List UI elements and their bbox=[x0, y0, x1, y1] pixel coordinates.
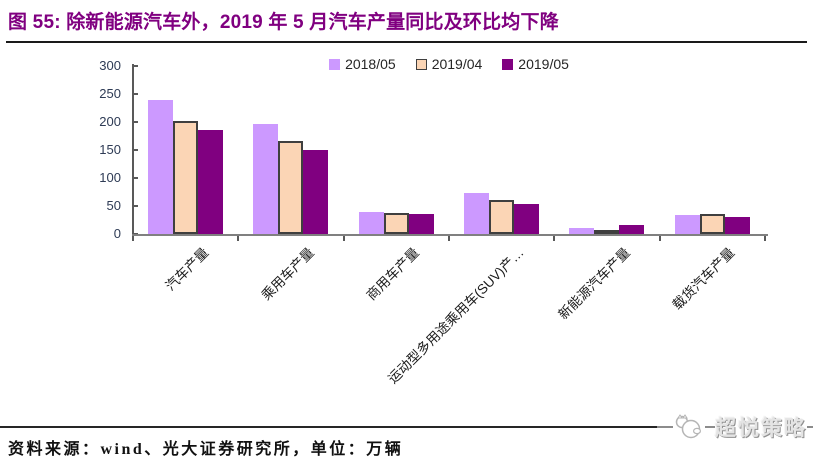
legend-item-2019-04: 2019/04 bbox=[415, 56, 483, 72]
legend-marker bbox=[329, 58, 341, 70]
legend-label: 2019/04 bbox=[431, 56, 483, 72]
bar-2019-05-cat0 bbox=[198, 129, 223, 234]
y-axis-tick bbox=[133, 149, 138, 151]
bar-2018-05-cat4 bbox=[569, 227, 595, 234]
y-axis-tick bbox=[133, 121, 138, 123]
legend-marker bbox=[502, 58, 514, 70]
bar-2018-05-cat0 bbox=[148, 99, 173, 234]
bar-2019-04-cat0 bbox=[173, 120, 198, 234]
y-axis-tick bbox=[133, 93, 138, 95]
bar-2019-05-cat3 bbox=[514, 203, 539, 234]
bar-2018-05-cat5 bbox=[674, 214, 700, 234]
y-axis-tick-label: 300 bbox=[99, 58, 121, 73]
x-axis-tick bbox=[764, 236, 766, 241]
legend-item-2019-05: 2019/05 bbox=[502, 56, 569, 72]
x-axis-tick bbox=[448, 236, 450, 241]
brand-watermark: 超悦策略 bbox=[657, 409, 813, 445]
legend-label: 2019/05 bbox=[518, 56, 569, 72]
x-axis-category-label: 载货汽车产量 bbox=[669, 244, 738, 313]
bar-2019-04-cat3 bbox=[489, 199, 514, 234]
x-axis-category-label: 新能源汽车产量 bbox=[555, 244, 633, 323]
watermark-line-mid bbox=[705, 426, 715, 428]
bar-2019-05-cat5 bbox=[724, 216, 750, 234]
x-axis-category-label: 商用车产量 bbox=[363, 244, 422, 304]
watermark-line-left bbox=[657, 426, 673, 428]
source-note: 资料来源：wind、光大证券研究所，单位：万辆 bbox=[8, 441, 404, 458]
bar-2019-04-cat5 bbox=[699, 213, 725, 234]
legend-label: 2018/05 bbox=[345, 56, 396, 72]
brand-name: 超悦策略 bbox=[715, 417, 807, 440]
x-axis-tick bbox=[132, 236, 134, 241]
y-axis-tick-label: 250 bbox=[99, 86, 121, 101]
y-axis-tick-label: 150 bbox=[99, 142, 121, 157]
x-axis-category-label: 乘用车产量 bbox=[258, 244, 317, 304]
x-axis-tick bbox=[658, 236, 661, 241]
bar-2018-05-cat2 bbox=[358, 212, 384, 234]
title-divider bbox=[6, 41, 807, 43]
y-axis-tick-label: 0 bbox=[113, 226, 121, 241]
x-axis-category-label: 汽车产量 bbox=[162, 244, 212, 294]
y-axis-line bbox=[132, 64, 134, 234]
x-axis-tick bbox=[342, 236, 345, 241]
x-axis-line bbox=[132, 234, 768, 236]
watermark-line-right bbox=[807, 426, 813, 428]
bar-2019-05-cat2 bbox=[408, 214, 434, 234]
footer-divider bbox=[0, 426, 813, 428]
bar-2019-05-cat4 bbox=[619, 225, 645, 234]
bar-2019-04-cat2 bbox=[383, 212, 409, 234]
y-axis-tick bbox=[133, 177, 138, 179]
y-axis-tick-label: 50 bbox=[106, 198, 121, 213]
bar-2019-04-cat4 bbox=[594, 230, 620, 235]
bar-2018-05-cat1 bbox=[253, 124, 279, 234]
legend-marker bbox=[415, 58, 427, 70]
x-axis-tick bbox=[237, 236, 240, 241]
legend-item-2018-05: 2018/05 bbox=[329, 56, 396, 72]
y-axis-tick bbox=[133, 65, 138, 67]
figure-title: 图 55: 除新能源汽车外，2019 年 5 月汽车产量同比及环比均下降 bbox=[8, 12, 559, 33]
bar-2018-05-cat3 bbox=[464, 193, 489, 234]
x-axis-tick bbox=[553, 236, 556, 241]
chart-legend: 2018/05 2019/04 2019/05 bbox=[133, 56, 765, 72]
pig-mascot-icon bbox=[675, 414, 702, 439]
bar-2019-05-cat1 bbox=[303, 150, 329, 234]
y-axis-tick bbox=[133, 205, 138, 207]
y-axis-tick-label: 100 bbox=[99, 170, 121, 185]
y-axis-tick-label: 200 bbox=[99, 114, 121, 129]
bar-2019-04-cat1 bbox=[278, 141, 304, 234]
